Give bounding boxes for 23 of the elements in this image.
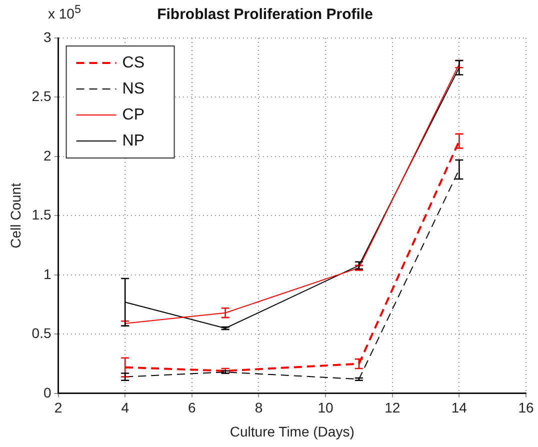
legend-label: NP (122, 132, 144, 150)
x-tick-label: 2 (54, 400, 62, 416)
x-tick-label: 12 (384, 400, 400, 416)
y-tick-label: 2.5 (32, 88, 52, 104)
x-tick-label: 14 (451, 400, 468, 416)
x-axis-title: Culture Time (Days) (230, 423, 354, 440)
legend-label: NS (122, 80, 144, 98)
x-tick-label: 16 (518, 400, 534, 416)
x-tick-label: 4 (121, 400, 130, 416)
x-tick-label: 8 (254, 400, 263, 416)
legend-label: CP (122, 106, 144, 124)
x-tick-label: 10 (318, 400, 334, 416)
y-tick-label: 1 (43, 266, 52, 282)
legend-label: CS (122, 54, 144, 72)
y-tick-label: 1.5 (32, 206, 52, 223)
x-tick-label: 6 (188, 400, 196, 416)
chart-title: Fibroblast Proliferation Profile (157, 6, 373, 24)
text: x 10$^{5}$ (48, 3, 81, 22)
y-tick-label: 0.5 (32, 325, 52, 342)
y-tick-label: 2 (43, 147, 52, 164)
y-tick-label: 3 (43, 28, 52, 45)
y-axis-title: Cell Count (7, 182, 24, 248)
y-tick-label: 0 (43, 384, 52, 400)
